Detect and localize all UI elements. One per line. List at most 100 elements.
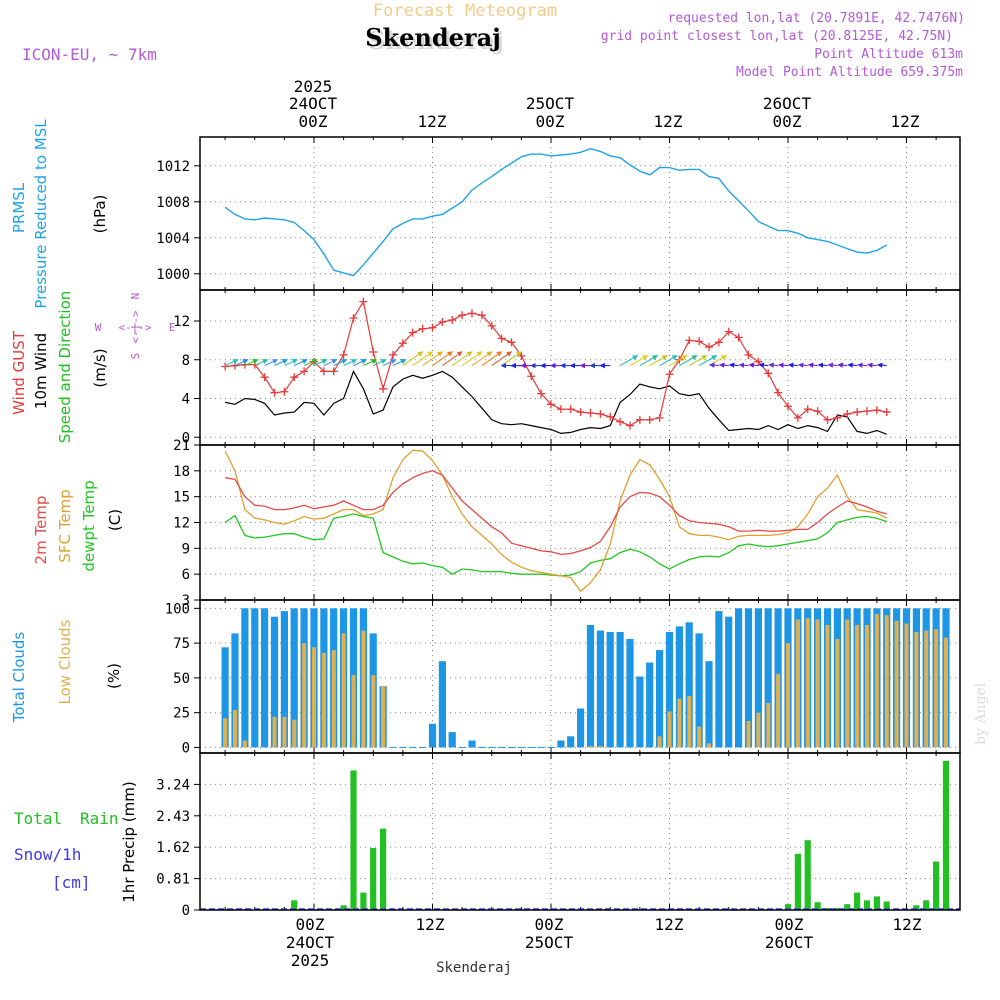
wind-arrow xyxy=(807,362,818,368)
low-cloud-bar xyxy=(697,726,702,748)
point-altitude: Point Altitude 613m xyxy=(814,47,963,62)
low-cloud-bar xyxy=(944,637,948,748)
wind-arrow xyxy=(491,351,513,367)
gust-marker xyxy=(734,333,743,342)
rain-bar xyxy=(350,770,357,910)
panel-frame-5 xyxy=(199,752,961,911)
gust-marker xyxy=(596,410,605,418)
low-cloud-bar xyxy=(746,721,751,748)
gust-marker xyxy=(793,413,802,422)
gust-marker xyxy=(319,367,328,376)
time-label-bottom: 24OCT xyxy=(286,933,335,952)
ytick-label-precip: 0 xyxy=(182,903,190,919)
wind-arrow xyxy=(432,351,453,367)
gust-marker xyxy=(566,405,575,414)
wind-arrow xyxy=(481,351,503,367)
wind-arrow xyxy=(669,355,688,367)
grid-pressure: 1000 1004 1008 1012 xyxy=(156,137,960,290)
wind-arrow xyxy=(639,355,658,367)
compass-arrows: <-|-> xyxy=(118,321,151,334)
low-clouds-label: Low Clouds xyxy=(56,619,74,704)
wind-arrow xyxy=(294,359,308,367)
gust-marker xyxy=(665,370,674,379)
ytick-label-pressure: 1000 xyxy=(156,267,190,283)
rain-bar xyxy=(291,900,298,910)
total-cloud-bar xyxy=(754,608,762,748)
low-cloud-bar xyxy=(924,630,929,748)
rain-bar xyxy=(794,853,801,910)
low-cloud-bar xyxy=(825,625,830,748)
low-cloud-bar xyxy=(884,615,889,748)
total-cloud-bar xyxy=(577,708,585,748)
gust-marker xyxy=(349,314,358,323)
wind-arrow xyxy=(373,359,387,367)
total-cloud-bar xyxy=(656,650,664,748)
time-label-bottom: 2025 xyxy=(291,951,330,970)
gust-marker xyxy=(290,373,299,382)
snow-label: Snow/1h xyxy=(14,845,81,864)
total-cloud-bar xyxy=(468,740,476,748)
total-cloud-bar xyxy=(744,608,753,748)
low-cloud-bar xyxy=(371,675,376,748)
wind-arrow xyxy=(857,362,868,368)
time-label-top: 26OCT xyxy=(763,94,812,113)
gust-marker xyxy=(458,311,467,320)
rain-bar xyxy=(804,840,811,910)
rain-bar xyxy=(863,900,871,910)
time-label-top: 00Z xyxy=(536,112,565,131)
gust-marker xyxy=(853,408,862,417)
snow-unit: [cm] xyxy=(52,873,91,892)
gust-marker xyxy=(626,421,634,430)
wind-label: 10m Wind xyxy=(32,333,50,409)
total-cloud-bar xyxy=(626,638,634,748)
gust-markers xyxy=(221,297,891,430)
gust-marker xyxy=(507,338,516,347)
total-cloud-bar xyxy=(596,630,604,748)
total-cloud-bar xyxy=(270,616,279,748)
low-cloud-bar xyxy=(894,620,899,748)
clouds-unit: (%) xyxy=(105,663,123,689)
gust-marker xyxy=(863,407,871,416)
gust-marker xyxy=(833,413,842,422)
wind-arrow xyxy=(866,362,877,368)
time-label-bottom: 12Z xyxy=(893,915,922,934)
pressure-line xyxy=(224,147,888,277)
rain-bar xyxy=(854,892,861,910)
ytick-label-clouds: 75 xyxy=(173,636,190,652)
prmsl-label: PRMSL xyxy=(10,182,28,233)
wind-unit: (m/s) xyxy=(91,348,109,387)
wind-arrow xyxy=(323,359,338,367)
rain-bar xyxy=(360,892,367,910)
low-cloud-bar xyxy=(934,629,939,748)
gust-marker xyxy=(369,348,378,356)
low-cloud-bar xyxy=(815,619,820,748)
wind-arrow xyxy=(501,351,523,367)
total-cloud-bar xyxy=(685,622,693,748)
gust-marker xyxy=(438,317,447,326)
gust-marker xyxy=(270,388,279,397)
total-cloud-bar xyxy=(241,608,249,748)
wind-arrow xyxy=(679,355,698,367)
total-cloud-bar xyxy=(636,676,644,748)
time-label-top: 12Z xyxy=(654,112,683,131)
low-cloud-bar xyxy=(598,746,603,748)
total-cloud-bar xyxy=(251,608,259,748)
wind-arrow xyxy=(422,351,444,367)
wind-arrow xyxy=(718,362,729,368)
wind-arrow xyxy=(629,355,649,367)
time-label-top: 00Z xyxy=(299,112,328,131)
compass-ns-arrows: <-|-> xyxy=(129,310,142,343)
time-label-bottom: 12Z xyxy=(655,915,684,934)
wind-arrow xyxy=(402,351,424,367)
time-label-bottom: 00Z xyxy=(296,915,325,934)
gust-marker xyxy=(221,362,230,371)
wind-speed-line xyxy=(224,369,888,435)
ytick-label-wind: 4 xyxy=(182,392,190,408)
ytick-label-precip: 0.81 xyxy=(156,872,190,888)
time-label-top: 2025 xyxy=(294,77,333,96)
total-cloud-bar xyxy=(695,633,703,748)
ytick-label-temperature: 9 xyxy=(182,541,190,557)
cloud-bars xyxy=(221,608,950,748)
compass-e: E xyxy=(169,321,176,334)
